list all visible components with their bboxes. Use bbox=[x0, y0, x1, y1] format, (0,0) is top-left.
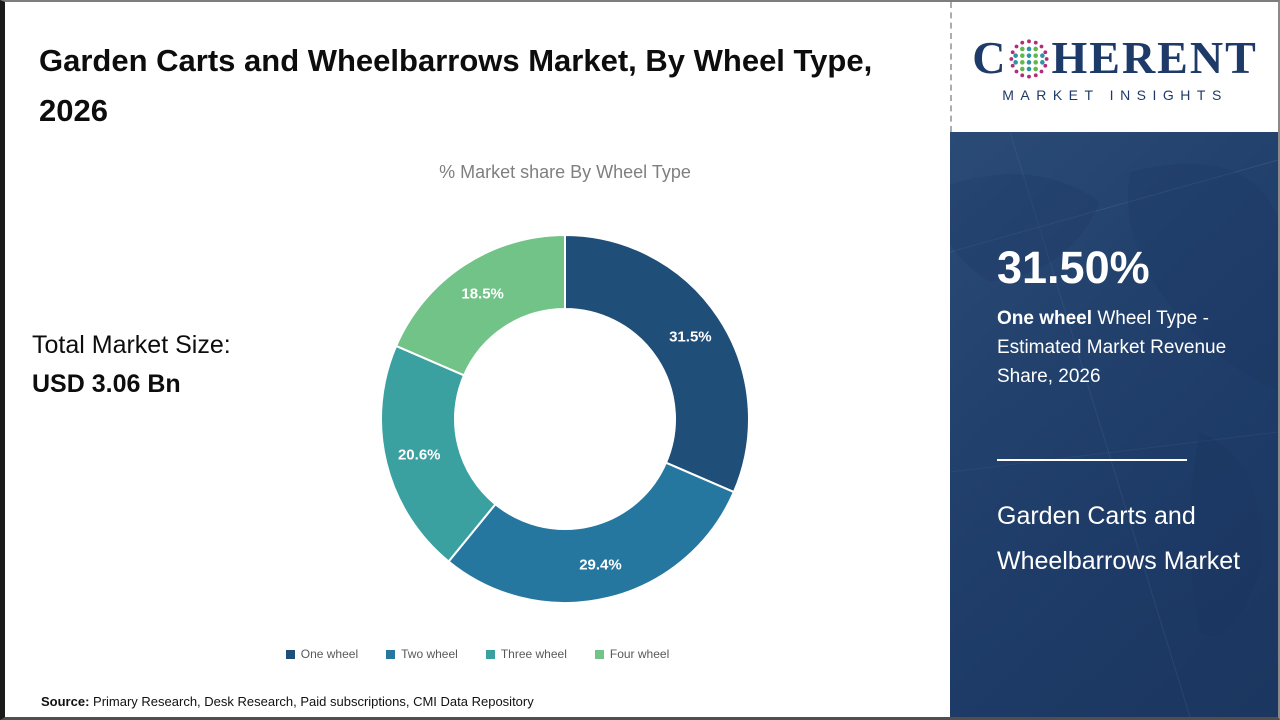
donut-slice-one-wheel bbox=[564, 234, 750, 494]
legend-label: One wheel bbox=[300, 647, 359, 661]
brand-logo: C HERENT MARKET INSIGHTS bbox=[950, 2, 1278, 132]
donut-slice-three-wheel bbox=[380, 344, 497, 563]
chart-subtitle: % Market share By Wheel Type bbox=[439, 162, 691, 182]
donut-slice-label: 20.6% bbox=[398, 446, 441, 463]
legend-item-four-wheel: Four wheel bbox=[594, 647, 670, 661]
sidebar-headline-value: 31.50% bbox=[997, 242, 1150, 293]
donut-chart: 31.5% 29.4% 20.6% 18.5% bbox=[375, 229, 755, 609]
source-line: Source: Primary Research, Desk Research,… bbox=[41, 694, 534, 709]
brand-logo-word-rest: HERENT bbox=[1051, 32, 1258, 83]
brand-logo-wordmark: C HERENT bbox=[972, 31, 1258, 84]
dotted-globe-icon bbox=[1009, 38, 1050, 79]
legend-label: Three wheel bbox=[500, 647, 567, 661]
sidebar-market-name: Garden Carts and Wheelbarrows Market bbox=[997, 502, 1241, 575]
chart-legend: One wheel Two wheel Three wheel Four wheel bbox=[5, 647, 950, 661]
sidebar-description-rest: Wheel Type - Estimated Market Revenue Sh… bbox=[997, 308, 1227, 387]
source-text: Primary Research, Desk Research, Paid su… bbox=[93, 694, 534, 709]
page-title: Garden Carts and Wheelbarrows Market, By… bbox=[39, 43, 873, 129]
source-label: Source: bbox=[41, 694, 90, 709]
total-market-size-value: USD 3.06 Bn bbox=[32, 369, 181, 398]
brand-logo-subtitle: MARKET INSIGHTS bbox=[1002, 87, 1228, 103]
legend-swatch-icon bbox=[485, 649, 495, 659]
sidebar-description-segment: One wheel bbox=[997, 308, 1093, 329]
legend-swatch-icon bbox=[594, 649, 604, 659]
brand-logo-letter-c: C bbox=[972, 32, 1008, 83]
legend-label: Four wheel bbox=[609, 647, 670, 661]
legend-item-one-wheel: One wheel bbox=[285, 647, 359, 661]
sidebar-description: One wheel Wheel Type - Estimated Market … bbox=[997, 304, 1249, 391]
legend-label: Two wheel bbox=[401, 647, 458, 661]
donut-slice-label: 18.5% bbox=[461, 286, 504, 303]
donut-slice-label: 29.4% bbox=[579, 557, 622, 574]
donut-chart-svg: 31.5% 29.4% 20.6% 18.5% bbox=[380, 234, 750, 604]
legend-item-two-wheel: Two wheel bbox=[386, 647, 458, 661]
legend-swatch-icon bbox=[386, 649, 396, 659]
donut-slice-label: 31.5% bbox=[669, 329, 712, 346]
sidebar-divider bbox=[997, 459, 1187, 461]
donut-slice-two-wheel bbox=[447, 461, 735, 604]
total-market-size-label: Total Market Size: bbox=[32, 331, 231, 359]
legend-swatch-icon bbox=[285, 649, 295, 659]
total-market-size-block: Total Market Size: USD 3.06 Bn bbox=[32, 326, 231, 404]
legend-item-three-wheel: Three wheel bbox=[485, 647, 567, 661]
donut-slice-four-wheel bbox=[395, 234, 566, 377]
sidebar-map-texture bbox=[950, 132, 1278, 717]
highlight-sidebar: 31.50% One wheel Wheel Type - Estimated … bbox=[950, 132, 1278, 717]
